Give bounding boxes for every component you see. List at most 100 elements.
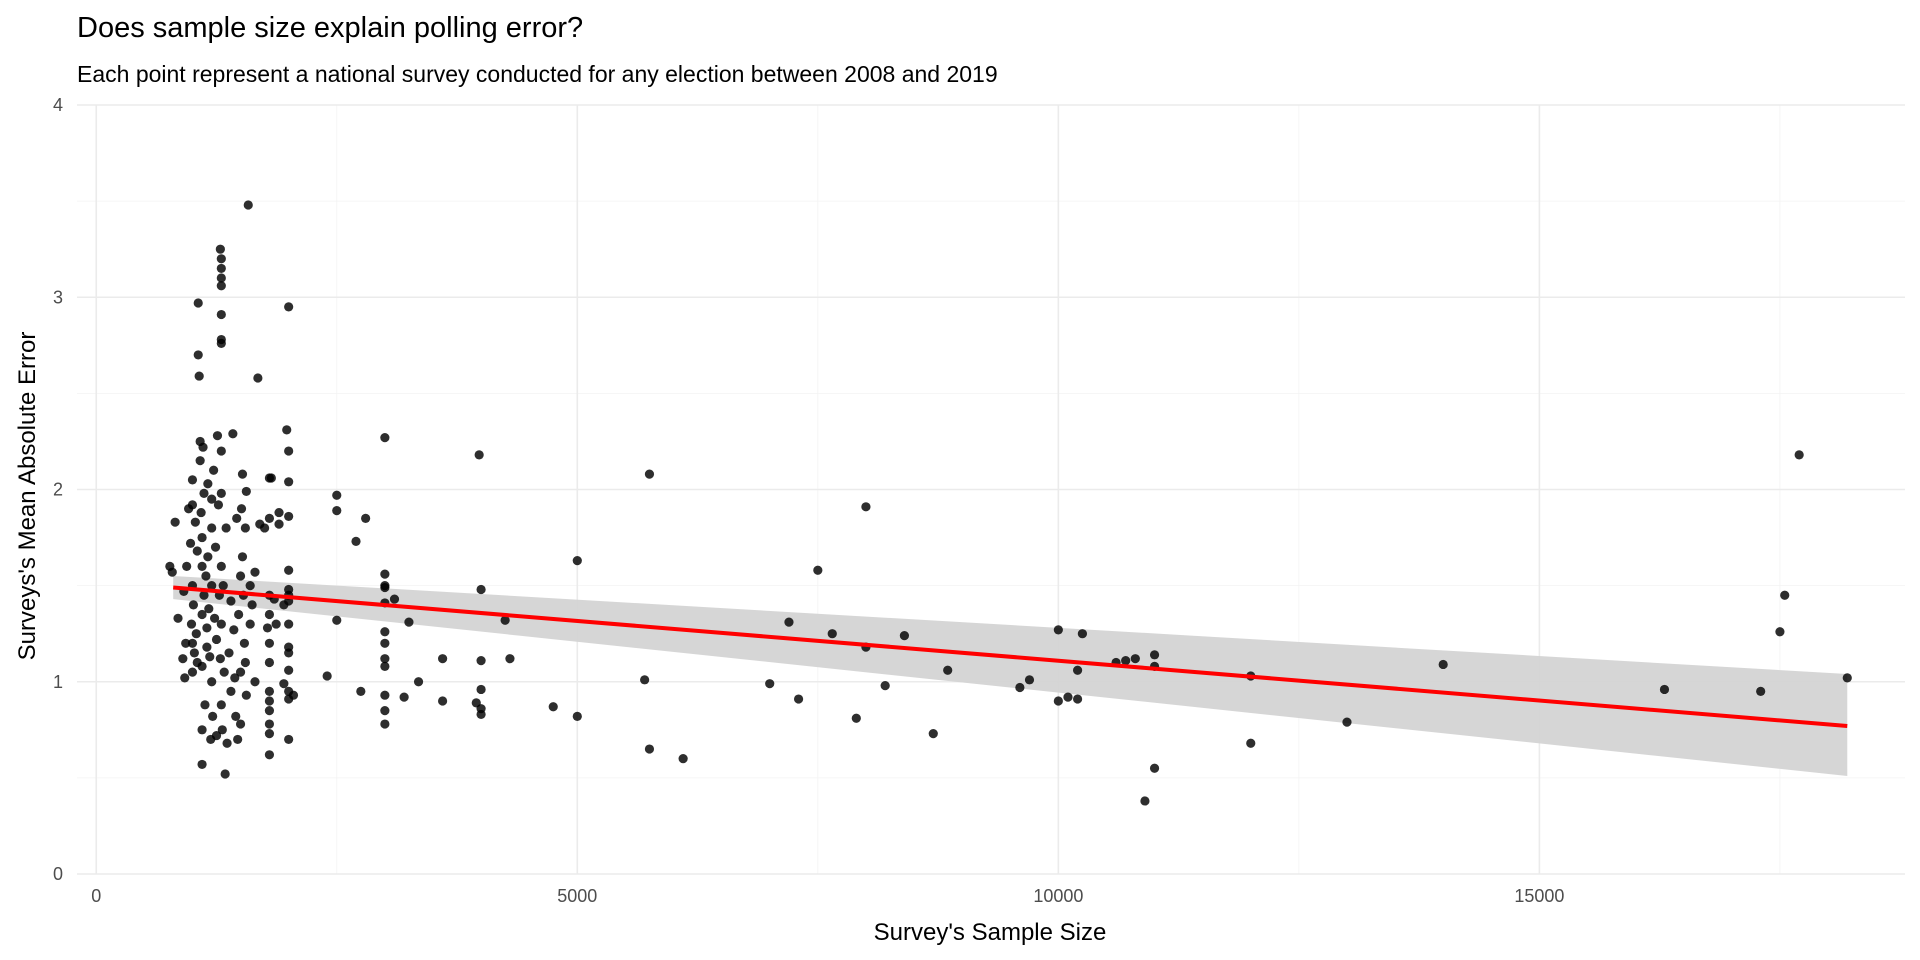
data-point: [195, 456, 205, 466]
data-point: [861, 502, 871, 512]
data-point: [216, 254, 226, 264]
data-point: [228, 429, 238, 439]
data-point: [356, 686, 366, 696]
data-point: [226, 686, 236, 696]
data-point: [380, 627, 390, 637]
data-point: [193, 298, 203, 308]
data-point: [1077, 629, 1087, 639]
data-point: [322, 671, 332, 681]
trend-line-group: [173, 585, 1848, 728]
data-point: [198, 442, 208, 452]
data-point: [197, 759, 207, 770]
data-point: [216, 619, 226, 629]
data-point: [332, 490, 342, 500]
data-point: [204, 604, 214, 614]
data-point: [260, 523, 270, 533]
data-point: [1842, 673, 1852, 683]
data-point: [216, 338, 226, 348]
data-point: [284, 302, 294, 312]
y-axis-title: Surveys's Mean Absolute Error: [14, 332, 41, 661]
data-point: [413, 677, 424, 687]
data-point: [813, 565, 823, 575]
data-point: [240, 523, 250, 533]
data-point: [380, 432, 390, 443]
data-point: [264, 686, 275, 696]
data-point: [264, 705, 275, 716]
data-point: [187, 667, 198, 677]
data-point: [209, 465, 219, 475]
y-tick-label: 2: [53, 480, 63, 500]
data-point: [222, 738, 232, 748]
data-point: [250, 677, 260, 687]
data-point: [216, 446, 226, 456]
data-point: [189, 648, 199, 658]
data-point: [219, 667, 229, 677]
data-point: [193, 350, 203, 360]
data-point: [205, 652, 215, 662]
data-point: [207, 494, 217, 504]
data-point: [240, 657, 250, 668]
data-point: [235, 719, 246, 729]
data-point: [230, 673, 240, 683]
x-tick-label: 5000: [557, 886, 597, 906]
data-point: [231, 711, 241, 721]
data-point: [235, 571, 246, 581]
data-point: [264, 729, 275, 739]
data-point: [262, 623, 273, 633]
data-point: [264, 513, 275, 523]
data-point: [247, 600, 257, 610]
data-point: [282, 425, 292, 435]
data-point: [399, 692, 409, 702]
data-point: [202, 642, 212, 652]
data-point: [1072, 665, 1083, 675]
y-tick-labels: 0 1 2 3 4: [53, 95, 63, 884]
data-point: [245, 619, 255, 629]
chart-subtitle: Each point represent a national survey c…: [77, 61, 998, 87]
data-point: [351, 536, 361, 547]
data-point: [1072, 694, 1083, 704]
data-point: [191, 629, 201, 639]
data-point: [196, 507, 206, 518]
data-point: [212, 431, 223, 441]
data-point: [167, 567, 177, 577]
data-point: [644, 469, 655, 479]
data-point: [188, 600, 199, 610]
data-point: [226, 596, 236, 606]
data-point: [208, 711, 218, 721]
data-point: [1775, 627, 1785, 637]
data-point: [264, 696, 275, 706]
data-point: [765, 679, 775, 689]
data-point: [241, 690, 251, 700]
data-point: [187, 475, 198, 485]
data-point: [438, 696, 448, 706]
data-point: [548, 702, 558, 712]
data-point: [215, 244, 225, 254]
data-point: [380, 690, 390, 700]
data-point: [197, 561, 207, 572]
data-point: [572, 711, 582, 721]
data-point: [211, 730, 222, 741]
data-point: [943, 665, 953, 675]
data-point: [476, 709, 486, 720]
data-point: [380, 705, 390, 716]
data-point: [199, 488, 209, 498]
data-point: [284, 648, 294, 658]
data-point: [928, 729, 938, 739]
data-point: [274, 519, 284, 529]
data-point: [1121, 656, 1131, 666]
data-point: [233, 734, 243, 745]
data-point: [210, 542, 221, 552]
data-point: [239, 638, 250, 648]
data-point: [476, 684, 486, 695]
data-point: [232, 513, 242, 523]
data-point: [216, 700, 226, 710]
data-point: [202, 623, 212, 633]
data-point: [1342, 717, 1352, 727]
data-point: [678, 754, 688, 764]
data-point: [1794, 450, 1804, 460]
data-point: [236, 504, 247, 514]
data-point: [1756, 686, 1766, 696]
data-point: [572, 556, 582, 566]
data-point: [284, 734, 294, 745]
data-point: [279, 679, 289, 689]
